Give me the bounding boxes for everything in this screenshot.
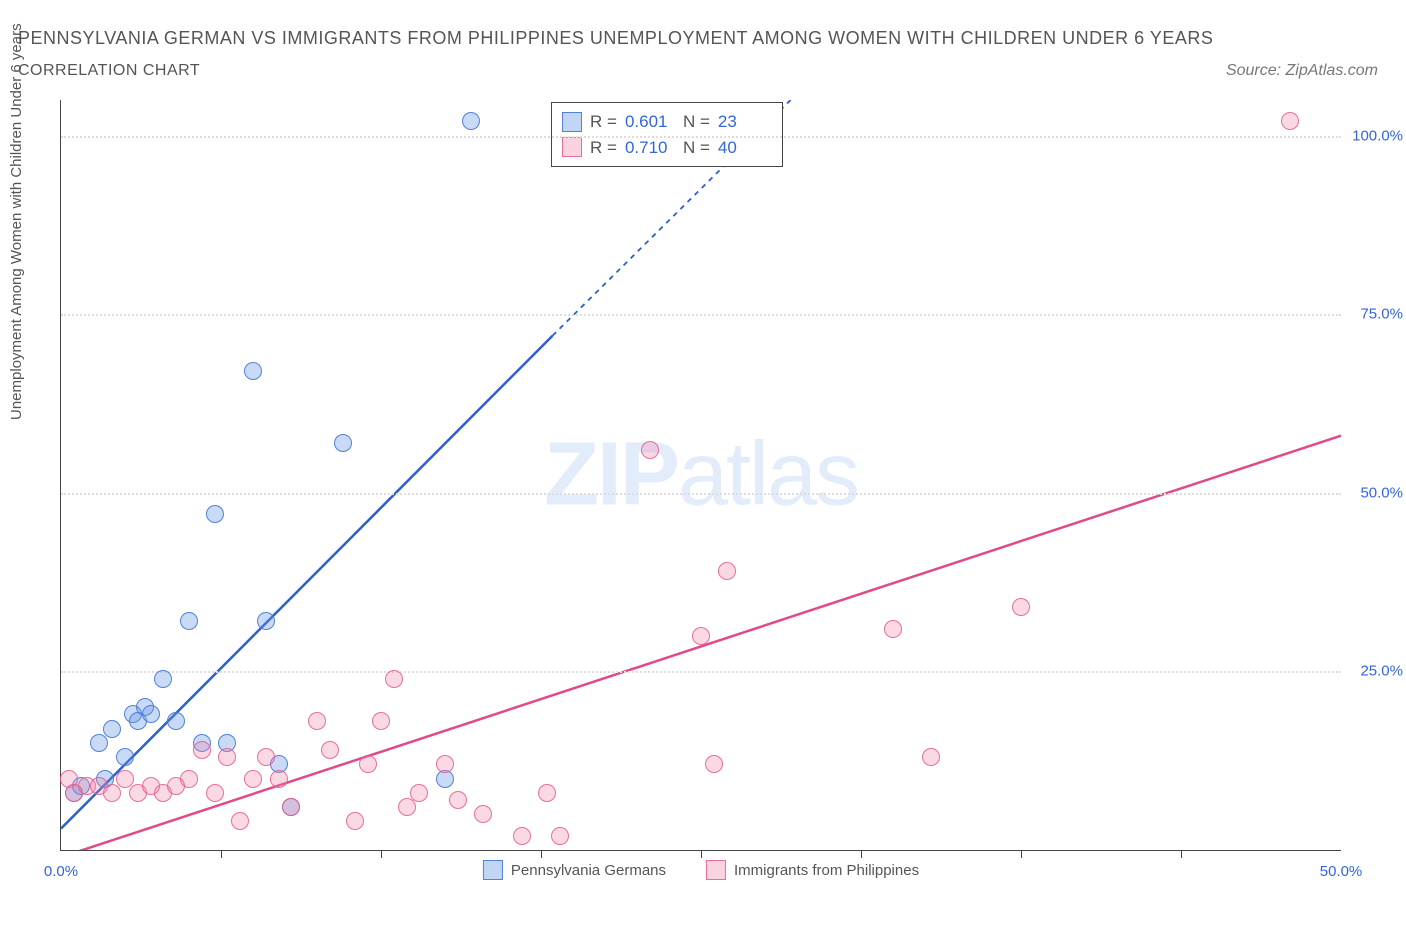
stats-row: R = 0.601 N = 23 <box>562 109 768 135</box>
chart-subtitle: CORRELATION CHART <box>18 62 200 80</box>
data-point <box>372 712 390 730</box>
legend-label: Pennsylvania Germans <box>511 862 666 879</box>
data-point <box>321 741 339 759</box>
x-minor-tick <box>701 850 702 858</box>
data-point <box>410 784 428 802</box>
legend-swatch <box>562 137 582 157</box>
data-point <box>257 612 275 630</box>
data-point <box>103 720 121 738</box>
watermark: ZIPatlas <box>544 424 858 527</box>
data-point <box>142 705 160 723</box>
stat-r-value: 0.601 <box>625 109 675 135</box>
data-point <box>385 670 403 688</box>
data-point <box>244 770 262 788</box>
gridline <box>61 314 1341 316</box>
data-point <box>884 620 902 638</box>
legend-swatch <box>483 860 503 880</box>
stat-n-value: 23 <box>718 109 768 135</box>
x-minor-tick <box>1021 850 1022 858</box>
data-point <box>398 798 416 816</box>
plot-area: ZIPatlas R = 0.601 N = 23R = 0.710 N = 4… <box>60 100 1341 851</box>
gridline <box>61 671 1341 673</box>
x-tick-label: 50.0% <box>1320 863 1363 880</box>
data-point <box>692 627 710 645</box>
x-minor-tick <box>221 850 222 858</box>
data-point <box>116 748 134 766</box>
data-point <box>513 827 531 845</box>
data-point <box>103 784 121 802</box>
gridline <box>61 136 1341 138</box>
legend-label: Immigrants from Philippines <box>734 862 919 879</box>
stats-box: R = 0.601 N = 23R = 0.710 N = 40 <box>551 102 783 167</box>
data-point <box>1281 112 1299 130</box>
legend-item: Pennsylvania Germans <box>483 860 666 880</box>
data-point <box>436 755 454 773</box>
data-point <box>334 434 352 452</box>
chart-container: PENNSYLVANIA GERMAN VS IMMIGRANTS FROM P… <box>0 0 1406 930</box>
data-point <box>359 755 377 773</box>
data-point <box>244 362 262 380</box>
chart-title: PENNSYLVANIA GERMAN VS IMMIGRANTS FROM P… <box>18 28 1213 49</box>
data-point <box>462 112 480 130</box>
data-point <box>474 805 492 823</box>
data-point <box>641 441 659 459</box>
data-point <box>206 784 224 802</box>
legend-swatch <box>562 112 582 132</box>
data-point <box>167 712 185 730</box>
data-point <box>154 670 172 688</box>
legend-swatch <box>706 860 726 880</box>
y-tick-label: 50.0% <box>1360 484 1403 501</box>
data-point <box>705 755 723 773</box>
stat-n-label: N = <box>683 109 710 135</box>
x-tick-label: 0.0% <box>44 863 78 880</box>
stat-n-label: N = <box>683 135 710 161</box>
y-tick-label: 75.0% <box>1360 306 1403 323</box>
data-point <box>346 812 364 830</box>
data-point <box>270 770 288 788</box>
watermark-bold: ZIP <box>544 425 678 525</box>
data-point <box>218 748 236 766</box>
data-point <box>922 748 940 766</box>
x-minor-tick <box>861 850 862 858</box>
data-point <box>551 827 569 845</box>
data-point <box>1012 598 1030 616</box>
data-point <box>282 798 300 816</box>
data-point <box>449 791 467 809</box>
data-point <box>308 712 326 730</box>
y-tick-label: 100.0% <box>1352 127 1403 144</box>
trend-line <box>61 336 553 829</box>
data-point <box>90 734 108 752</box>
x-minor-tick <box>381 850 382 858</box>
stat-r-value: 0.710 <box>625 135 675 161</box>
data-point <box>193 741 211 759</box>
data-point <box>180 770 198 788</box>
watermark-light: atlas <box>678 425 858 525</box>
legend-item: Immigrants from Philippines <box>706 860 919 880</box>
data-point <box>718 562 736 580</box>
trendlines-svg <box>61 100 1341 850</box>
y-axis-label: Unemployment Among Women with Children U… <box>8 23 25 420</box>
source-label: Source: ZipAtlas.com <box>1226 62 1378 80</box>
stat-n-value: 40 <box>718 135 768 161</box>
stats-row: R = 0.710 N = 40 <box>562 135 768 161</box>
gridline <box>61 493 1341 495</box>
x-minor-tick <box>541 850 542 858</box>
legend-bottom: Pennsylvania Germans Immigrants from Phil… <box>483 860 919 880</box>
stat-r-label: R = <box>590 135 617 161</box>
stat-r-label: R = <box>590 109 617 135</box>
data-point <box>538 784 556 802</box>
x-minor-tick <box>1181 850 1182 858</box>
data-point <box>257 748 275 766</box>
data-point <box>206 505 224 523</box>
data-point <box>231 812 249 830</box>
y-tick-label: 25.0% <box>1360 663 1403 680</box>
data-point <box>180 612 198 630</box>
